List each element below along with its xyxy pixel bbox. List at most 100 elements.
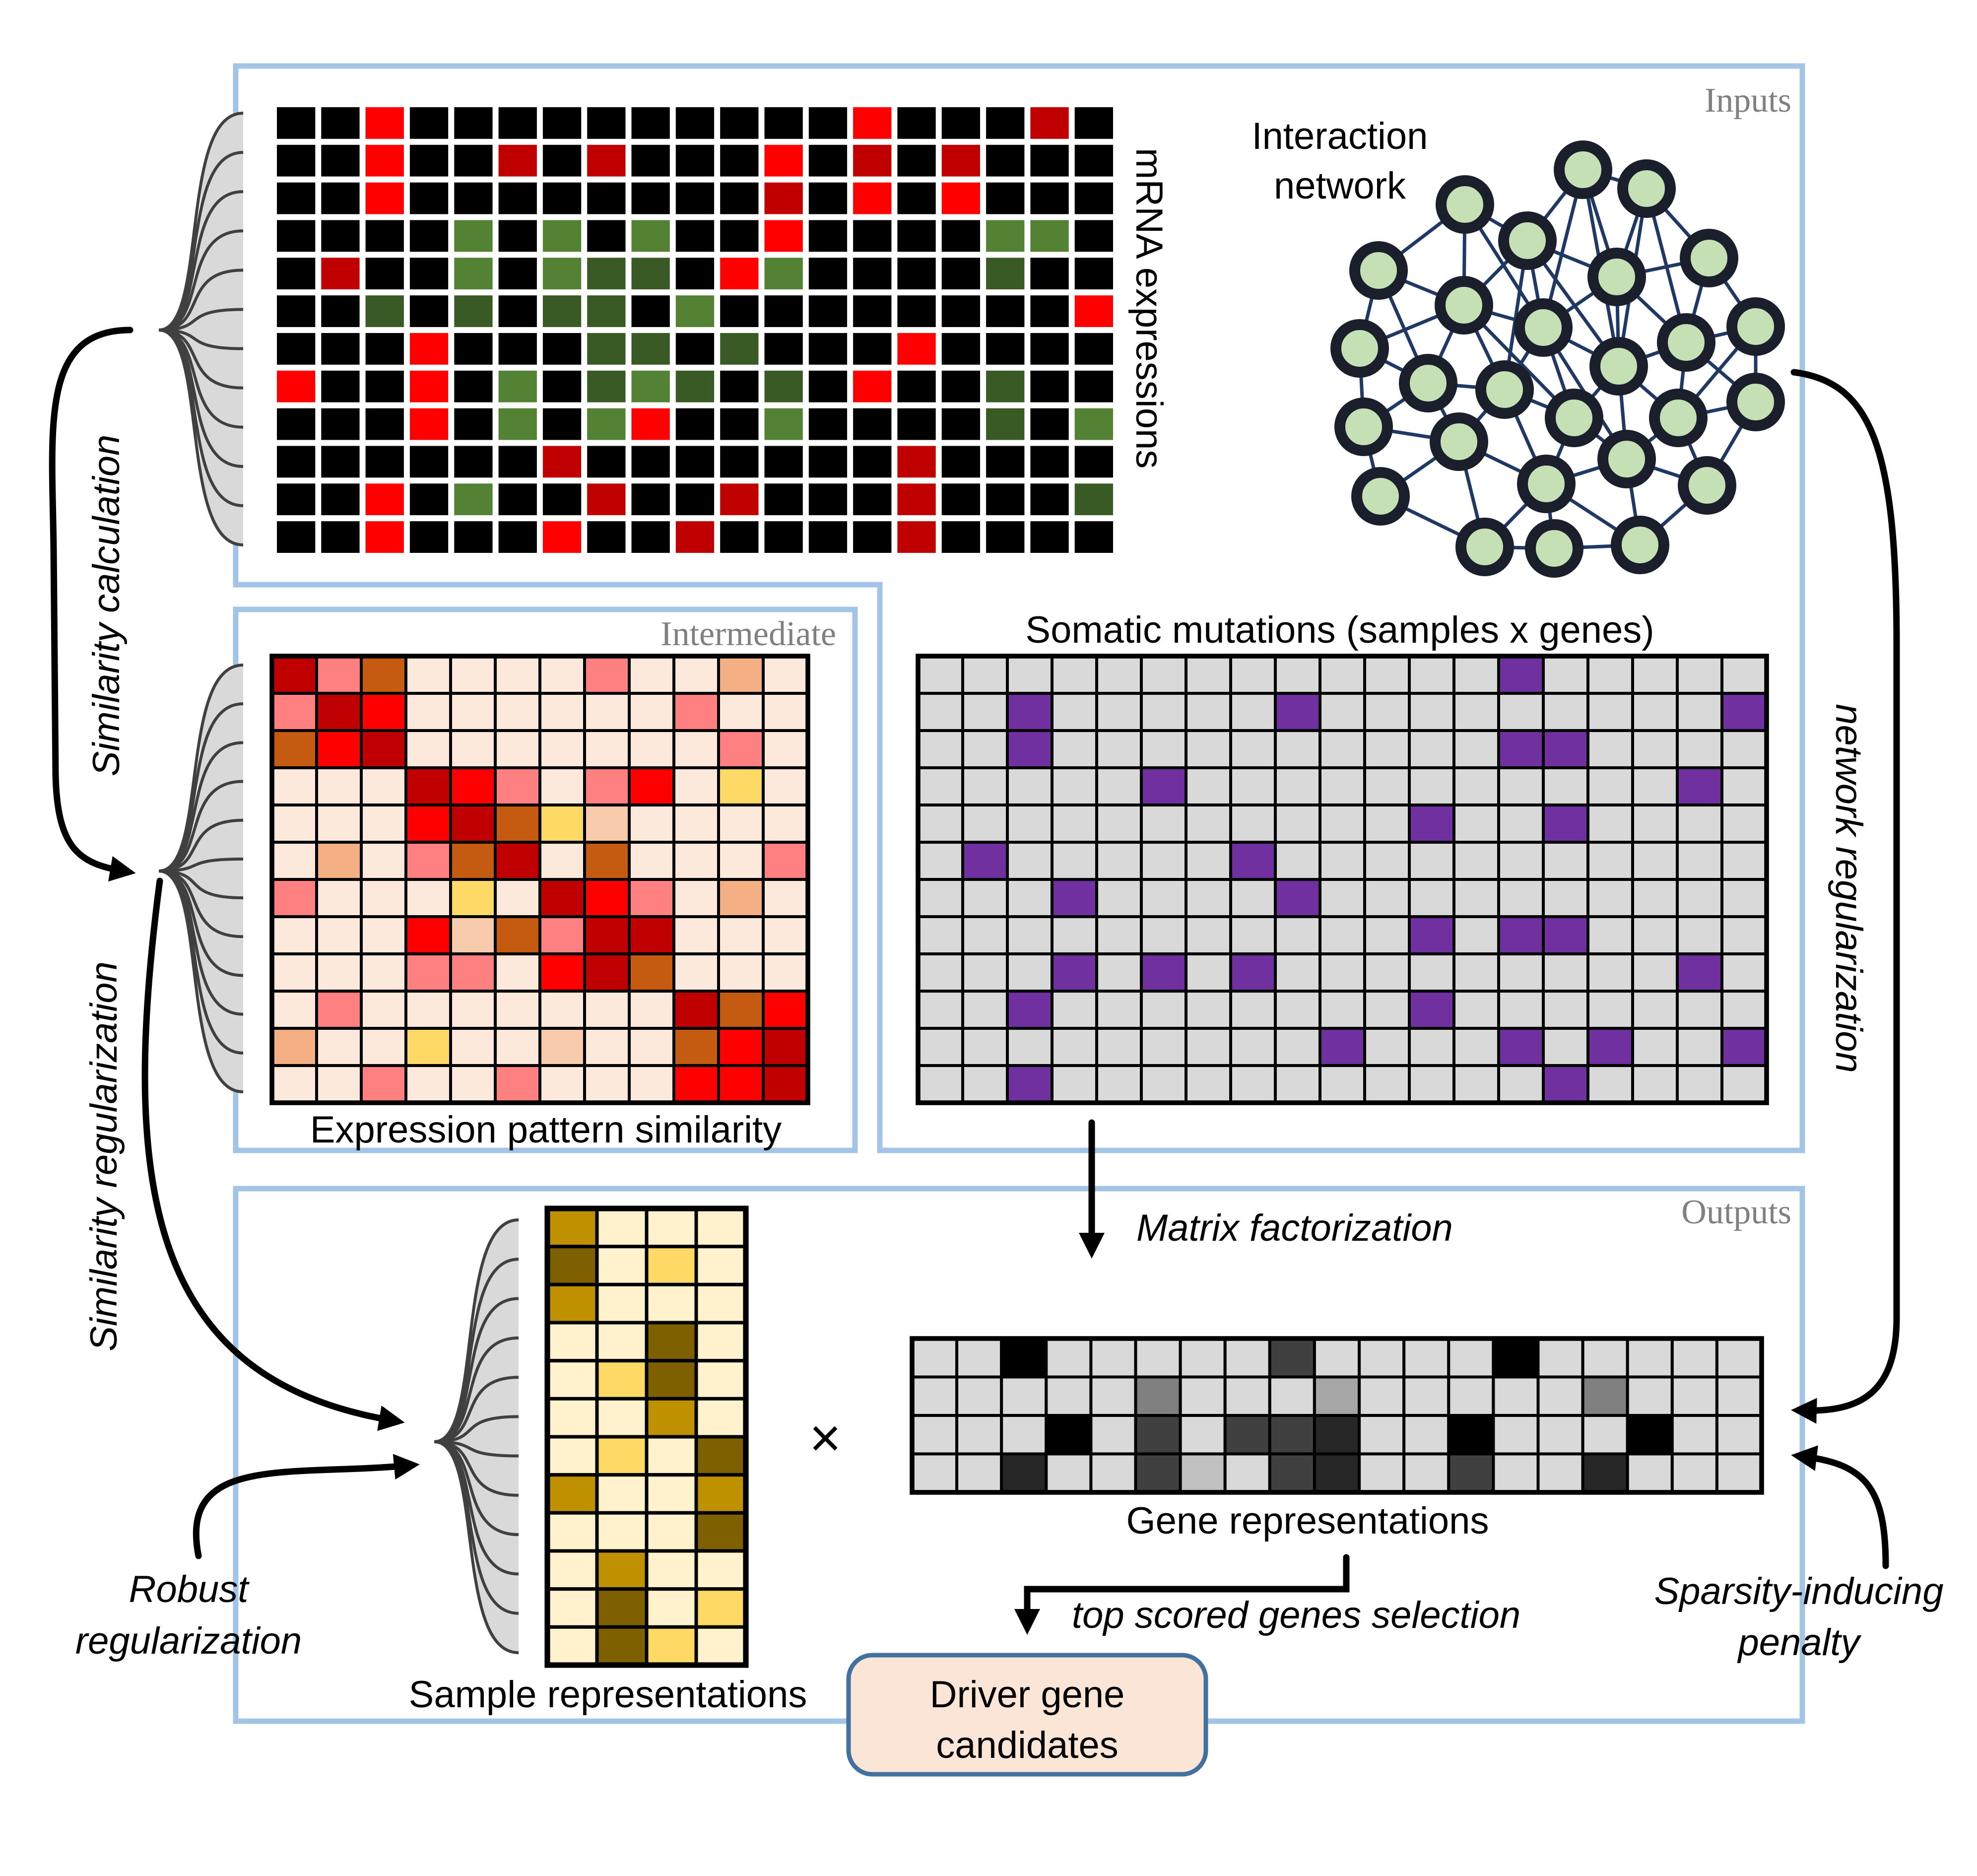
similarity-cell bbox=[583, 766, 631, 806]
mrna-cell bbox=[277, 107, 316, 139]
similarity-cell bbox=[628, 1027, 675, 1067]
mrna-cell bbox=[986, 295, 1025, 327]
sample-representation-cell bbox=[595, 1206, 649, 1249]
mrna-cell bbox=[720, 258, 759, 290]
mrna-cell bbox=[1074, 483, 1113, 516]
mrna-cell bbox=[675, 483, 715, 516]
similarity-cell bbox=[270, 878, 318, 918]
mutation-cell bbox=[1051, 841, 1098, 881]
mrna-cell bbox=[853, 521, 892, 553]
mrna-cell bbox=[321, 521, 360, 553]
mutation-cell bbox=[1542, 1027, 1589, 1067]
mutation-cell bbox=[1542, 1064, 1589, 1104]
mrna-cell bbox=[1030, 220, 1069, 252]
similarity-cell bbox=[270, 655, 318, 695]
mutation-cell bbox=[1676, 878, 1723, 918]
mrna-cell bbox=[986, 483, 1025, 516]
mutation-cell bbox=[1720, 878, 1768, 918]
mutation-cell bbox=[917, 915, 964, 955]
mutation-cell bbox=[1631, 952, 1679, 993]
mutation-cell bbox=[1140, 952, 1187, 993]
intermediate-panel-label: Intermediate bbox=[660, 615, 836, 653]
mutation-cell bbox=[1274, 692, 1321, 732]
mutation-cell bbox=[1497, 990, 1545, 1030]
network-node bbox=[1649, 389, 1708, 447]
brace-line bbox=[158, 229, 244, 332]
mutation-cell bbox=[1185, 655, 1232, 695]
sample-representation-cell bbox=[645, 1473, 698, 1515]
gene-representation-cell bbox=[1313, 1414, 1361, 1456]
mrna-cell bbox=[409, 370, 449, 402]
mrna-cell bbox=[720, 483, 759, 516]
similarity-cell bbox=[315, 692, 363, 732]
gene-representation-cell bbox=[1134, 1452, 1182, 1494]
mrna-cell bbox=[808, 408, 848, 440]
mrna-cell bbox=[808, 446, 848, 478]
mrna-cell bbox=[409, 182, 449, 214]
sample-representation-cell bbox=[645, 1321, 698, 1363]
similarity-cell bbox=[672, 766, 720, 806]
gene-representation-cell bbox=[1358, 1414, 1406, 1456]
mrna-cell bbox=[498, 521, 537, 553]
sample-representation-cell bbox=[545, 1359, 599, 1401]
gene-representation-cell bbox=[1045, 1337, 1093, 1379]
mutation-cell bbox=[1051, 1064, 1098, 1104]
mrna-cell bbox=[764, 220, 803, 252]
gene-representation-cell bbox=[1626, 1414, 1674, 1456]
mutation-cell bbox=[1095, 729, 1143, 769]
mutation-cell bbox=[1408, 729, 1455, 769]
gene-representation-cell bbox=[1670, 1375, 1718, 1417]
brace-line bbox=[158, 329, 244, 350]
mutation-cell bbox=[917, 1064, 964, 1104]
mrna-cell bbox=[986, 107, 1025, 139]
network-node bbox=[1435, 276, 1493, 335]
gene-representation-cell bbox=[1402, 1452, 1450, 1494]
sample-representation-cell bbox=[694, 1245, 748, 1286]
similarity-cell bbox=[628, 915, 675, 955]
similarity-cell bbox=[315, 915, 363, 955]
similarity-cell bbox=[717, 729, 765, 769]
sample-representations-label: Sample representations bbox=[409, 1674, 807, 1716]
driver-gene-candidates-box: Driver gene candidates bbox=[846, 1653, 1208, 1777]
mutation-cell bbox=[1318, 766, 1366, 806]
sample-representation-cell bbox=[694, 1359, 748, 1401]
mrna-cell bbox=[808, 521, 848, 553]
mutation-cell bbox=[961, 1064, 1009, 1104]
mutation-cell bbox=[1140, 766, 1187, 806]
mrna-cell bbox=[498, 370, 537, 402]
mrna-cell bbox=[675, 107, 715, 139]
gene-representation-cell bbox=[1268, 1414, 1316, 1456]
mrna-cell bbox=[764, 144, 803, 177]
mutation-cell bbox=[1676, 655, 1723, 695]
mutation-cell bbox=[1274, 729, 1321, 769]
mutation-cell bbox=[1676, 990, 1723, 1030]
mutation-cell bbox=[1720, 1064, 1768, 1104]
mrna-cell bbox=[587, 408, 626, 440]
mrna-cell bbox=[542, 258, 582, 290]
gene-representation-cell bbox=[1268, 1375, 1316, 1417]
mrna-cell bbox=[1074, 220, 1113, 252]
mrna-cell bbox=[498, 220, 537, 252]
mutation-cell bbox=[1720, 1027, 1768, 1067]
similarity-cell bbox=[717, 1064, 765, 1104]
similarity-cell bbox=[583, 1064, 631, 1104]
similarity-cell bbox=[583, 878, 631, 918]
similarity-cell bbox=[449, 1027, 497, 1067]
mrna-cell bbox=[808, 295, 848, 327]
mutation-cell bbox=[1676, 841, 1723, 881]
mrna-cell bbox=[498, 182, 537, 214]
similarity-cell bbox=[449, 655, 497, 695]
mrna-cell bbox=[1074, 333, 1113, 365]
mrna-cell bbox=[1074, 521, 1113, 553]
mutation-cell bbox=[1408, 1027, 1455, 1067]
mrna-cell bbox=[365, 107, 404, 139]
network-node bbox=[1587, 248, 1646, 306]
sample-representation-cell bbox=[595, 1587, 649, 1629]
robust-regularization-arrow bbox=[193, 1454, 420, 1559]
mrna-cell bbox=[764, 521, 803, 553]
mrna-cell bbox=[941, 107, 980, 139]
mrna-cell bbox=[720, 107, 759, 139]
mutation-cell bbox=[1586, 766, 1634, 806]
mrna-cell bbox=[587, 370, 626, 402]
similarity-cell bbox=[270, 692, 318, 732]
